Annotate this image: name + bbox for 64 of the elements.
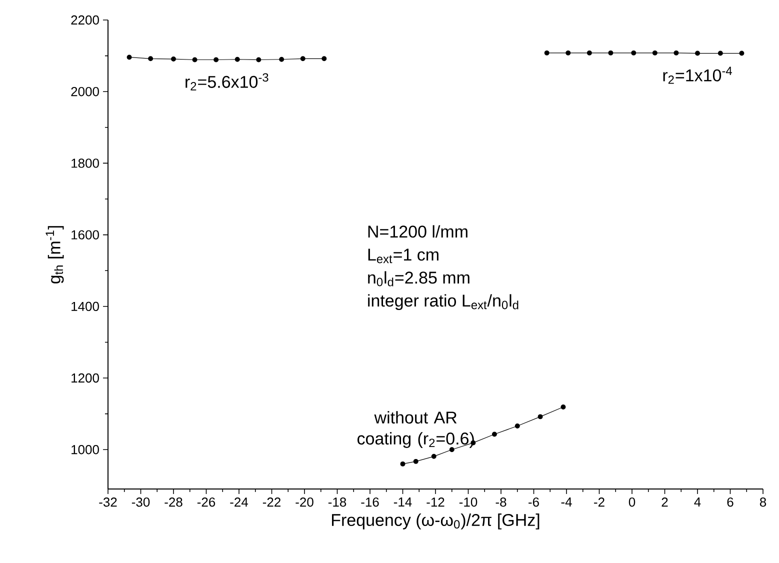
series-label: r$_{2}$=1x10$^{-4}$: [663, 66, 732, 84]
x-tick-label: -28: [164, 498, 182, 507]
x-tick-label: -6: [528, 498, 539, 507]
point: [652, 50, 658, 56]
annotation: N=1200 l/mm: [368, 225, 468, 238]
x-axis-title: Frequency (ω-ω$_{0}$)/2π [GHz]: [332, 514, 540, 530]
point: [544, 50, 550, 56]
point: [171, 56, 176, 62]
series-label: r$_{2}$=5.6x10$^{-3}$: [186, 73, 268, 90]
y-tick-label: 1600: [72, 230, 99, 240]
y-axis-title: g$_{th}$ [m$^{-1}$]: [46, 226, 64, 284]
y-tick-label: 1000: [72, 445, 99, 454]
point: [492, 432, 497, 437]
point: [566, 50, 571, 56]
point: [718, 50, 723, 56]
point: [586, 50, 592, 56]
x-tick-label: 4: [694, 498, 701, 506]
point: [192, 57, 198, 62]
x-tick-label: -16: [361, 498, 379, 507]
x-tick-label: -14: [394, 498, 412, 506]
series-label: without AR coating (r$_{2}$=0.6): [357, 411, 474, 448]
point: [256, 57, 262, 62]
point: [400, 461, 406, 466]
x-tick-label: -22: [262, 498, 280, 507]
annotation: integer ratio L$_{ext}$/n$_{0}$l$_{d}$: [368, 294, 518, 310]
x-tick-label: -32: [99, 498, 117, 507]
y-tick-label: 1200: [72, 373, 99, 383]
x-tick-label: 2: [662, 498, 668, 507]
point: [214, 57, 219, 62]
point: [322, 56, 327, 62]
x-tick-label: 0: [628, 498, 636, 507]
point: [695, 50, 700, 56]
point: [431, 454, 436, 459]
annotation: L$_{ext}$=1 cm: [368, 248, 438, 264]
point: [148, 56, 154, 62]
annotation: n$_{0}$l$_{d}$=2.85 mm: [368, 271, 470, 286]
point: [674, 50, 679, 56]
point: [631, 50, 636, 56]
x-tick-label: -30: [132, 498, 150, 507]
x-tick-label: -24: [230, 498, 248, 507]
x-tick-label: 6: [727, 498, 734, 507]
x-tick-label: -26: [197, 498, 216, 507]
x-tick-label: -2: [594, 498, 604, 507]
y-tick-label: 1400: [72, 302, 99, 312]
x-tick-label: -18: [328, 498, 346, 507]
y-tick-label: 2200: [71, 15, 99, 25]
x-tick-label: -8: [496, 498, 506, 507]
y-tick-label: 1800: [72, 158, 99, 168]
x-tick-label: -10: [459, 498, 478, 507]
x-tick-label: 8: [760, 498, 766, 507]
x-tick-label: -4: [561, 498, 572, 506]
point: [234, 56, 240, 62]
point: [126, 54, 132, 60]
x-tick-label: -20: [296, 498, 314, 507]
point: [514, 423, 520, 428]
point: [413, 458, 418, 464]
point: [538, 414, 543, 420]
point: [608, 50, 614, 56]
y-tick-label: 2000: [71, 86, 99, 96]
point: [300, 56, 306, 62]
point: [560, 404, 566, 410]
point: [279, 56, 284, 62]
point: [739, 50, 744, 56]
x-tick-label: -12: [426, 498, 444, 507]
